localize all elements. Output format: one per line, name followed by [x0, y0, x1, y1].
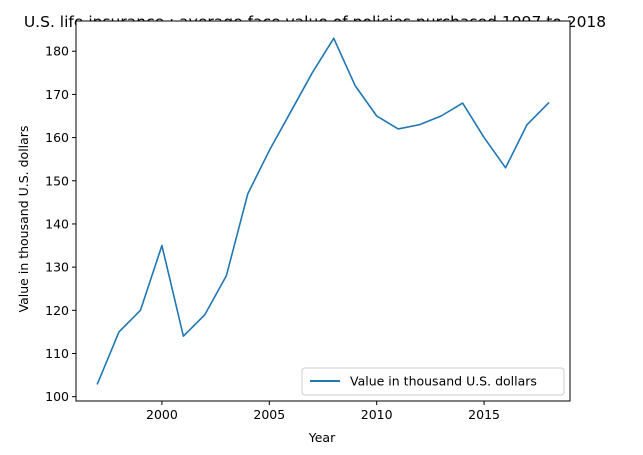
y-tick-label: 160: [45, 130, 69, 145]
x-tick-label: 2000: [146, 407, 178, 422]
y-tick-label: 170: [45, 87, 69, 102]
y-tick-label: 100: [45, 389, 69, 404]
y-tick-label: 120: [45, 303, 69, 318]
y-axis-label: Value in thousand U.S. dollars: [16, 126, 31, 313]
y-tick-label: 130: [45, 260, 69, 275]
legend-box: [301, 367, 565, 396]
x-axis-label: Year: [308, 430, 336, 445]
x-tick-label: 2005: [253, 407, 285, 422]
x-axis: 2000 2005 2010 2015: [146, 401, 500, 422]
plot-frame: [75, 20, 571, 402]
legend: Value in thousand U.S. dollars: [301, 367, 565, 396]
x-tick-label: 2010: [361, 407, 393, 422]
y-tick-label: 140: [45, 216, 69, 231]
y-tick-label: 110: [45, 346, 69, 361]
y-tick-label: 150: [45, 173, 69, 188]
legend-label: Value in thousand U.S. dollars: [350, 374, 537, 389]
x-tick-label: 2015: [468, 407, 500, 422]
y-tick-label: 180: [45, 44, 69, 59]
series-layer: [96, 37, 550, 385]
plot-area: [76, 21, 570, 401]
y-axis: 100 110 120 130 140 150 160 170 180: [45, 44, 76, 404]
series-line: [96, 37, 550, 385]
